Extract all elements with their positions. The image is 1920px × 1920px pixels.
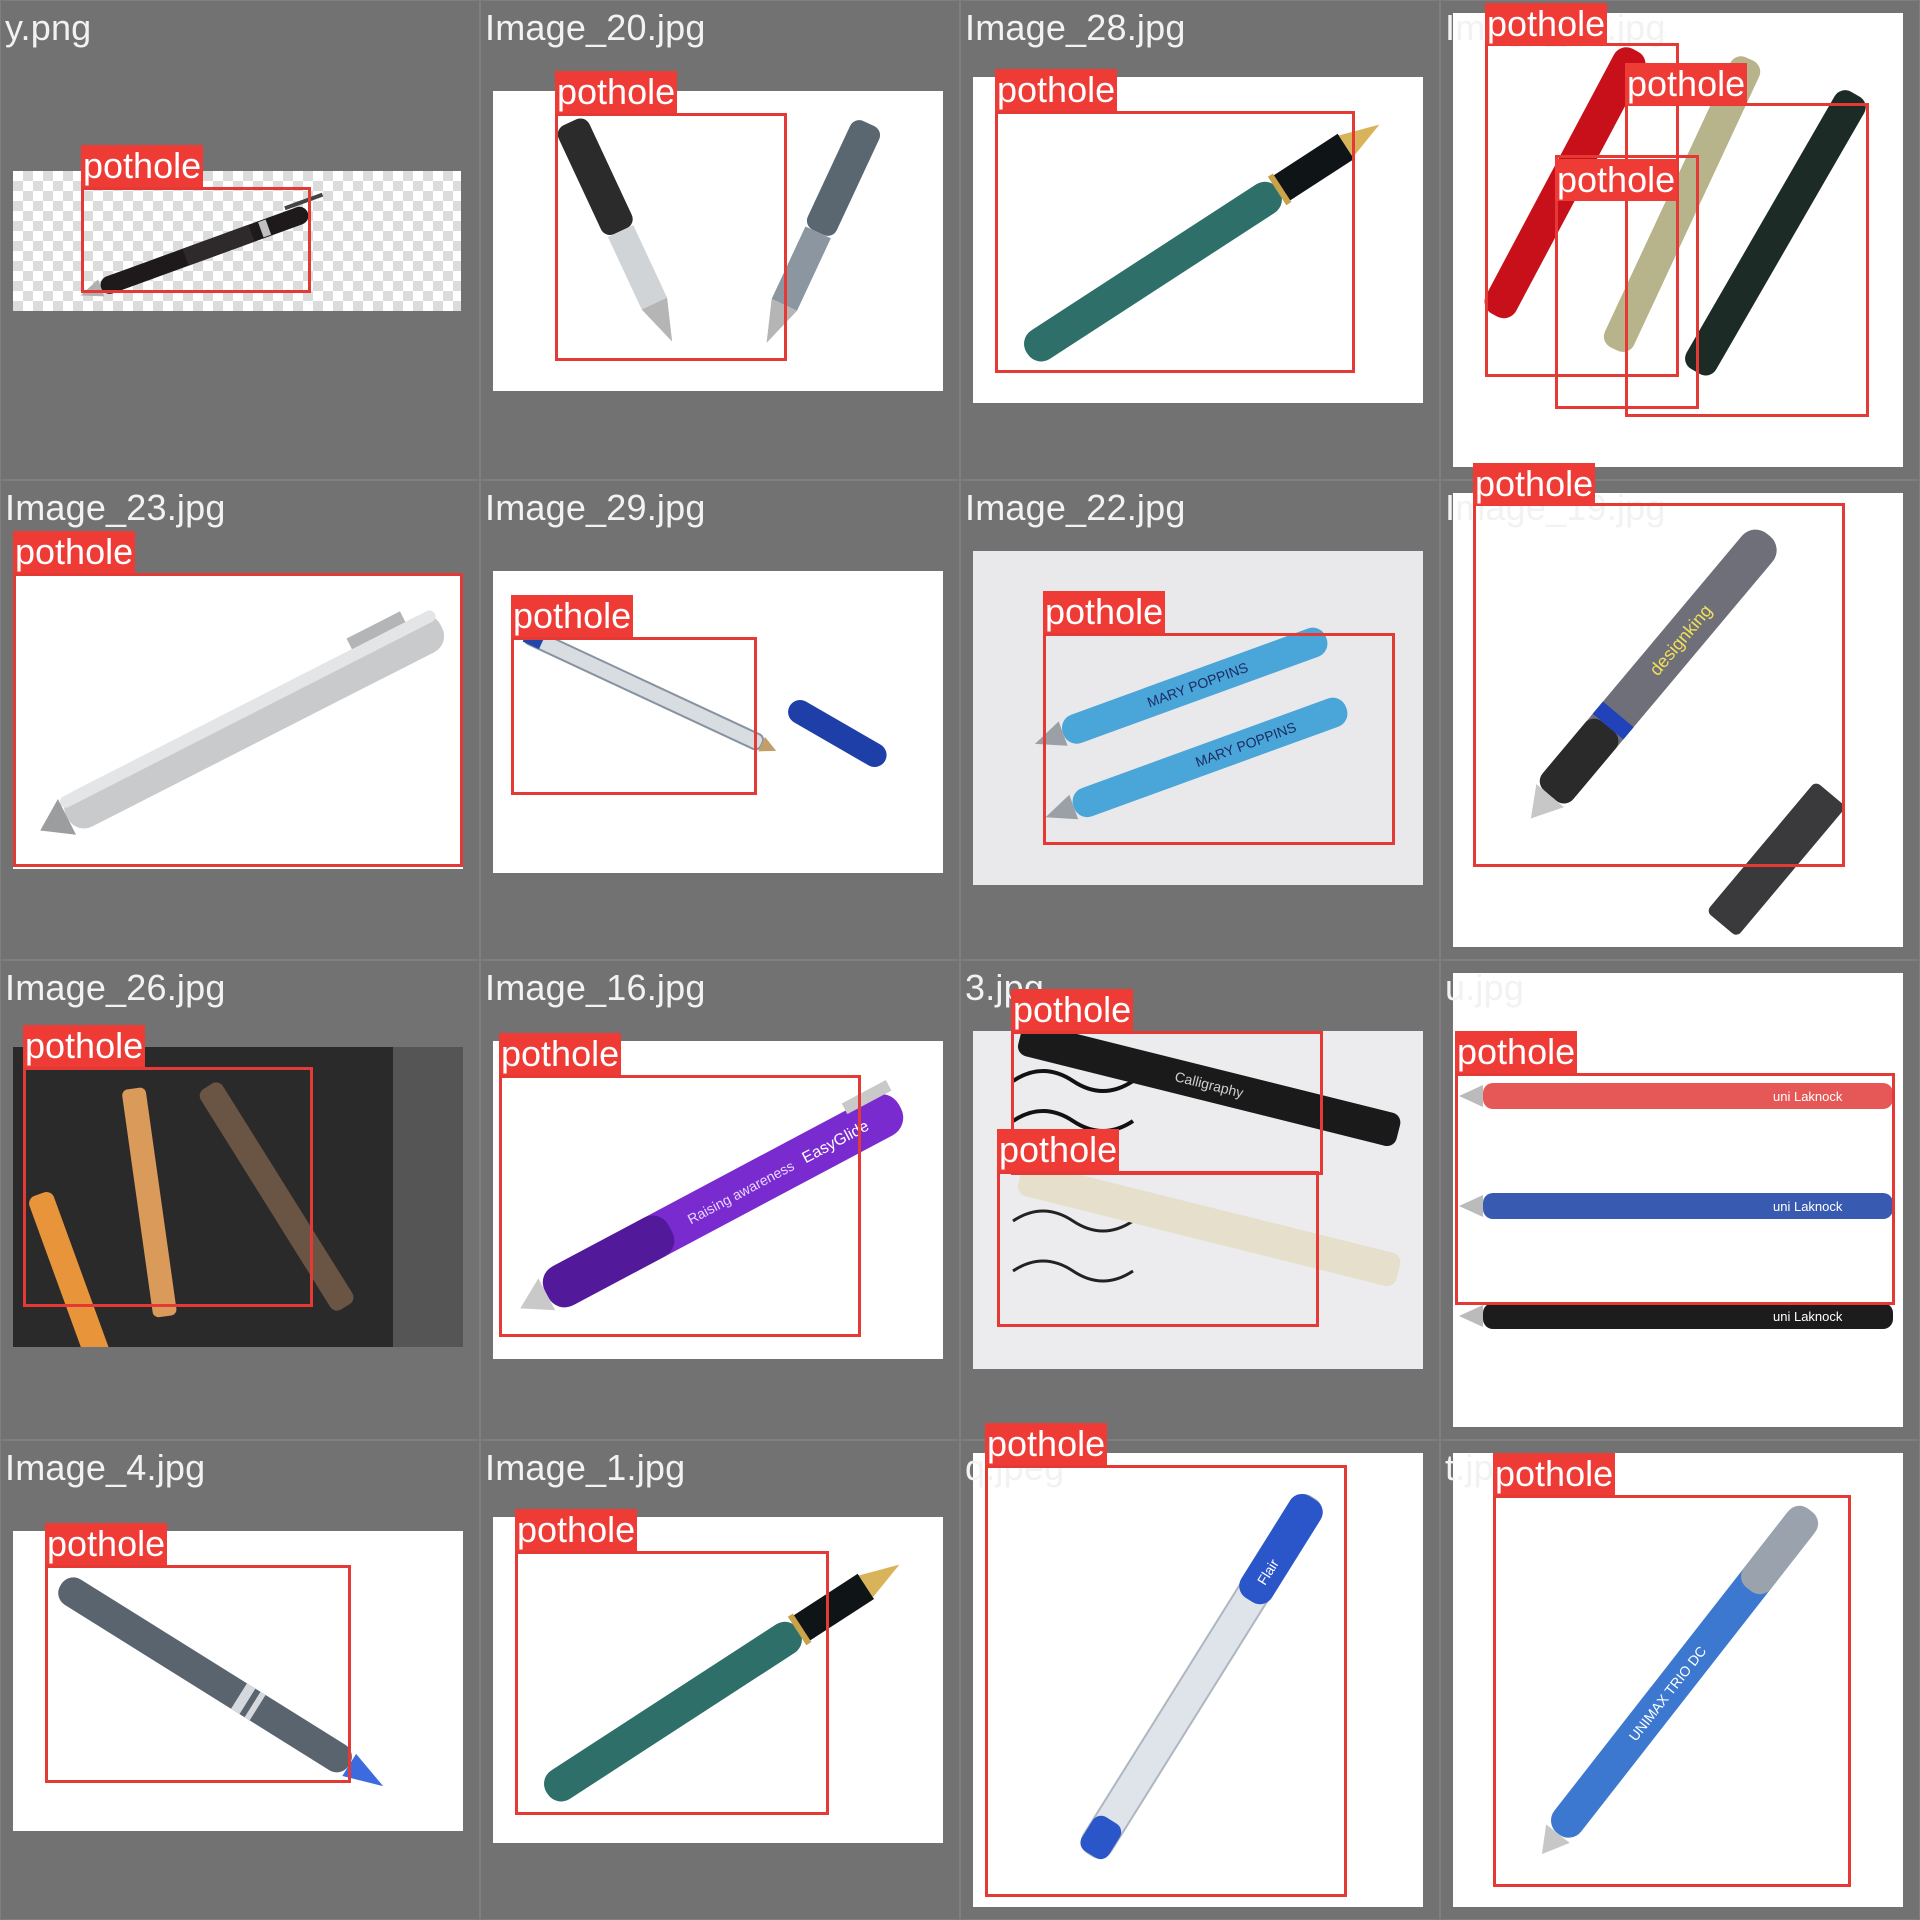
tile-photo: Calligraphy <box>973 1031 1423 1369</box>
tile-image-22: Image_22.jpg MARY POPPINS MARY POPPINS p… <box>961 481 1439 959</box>
tile-filename: y.png <box>5 7 92 48</box>
pen-brand-text: uni Laknock <box>1773 1309 1843 1324</box>
pen-brand-text: uni Laknock <box>1773 1199 1843 1214</box>
tile-photo <box>973 77 1423 403</box>
tile-filename: u.jpg <box>1445 967 1525 1008</box>
tile-image-4: Image_4.jpg pothole <box>1 1441 479 1919</box>
tile-filename: Image_23.jpg <box>5 487 226 528</box>
tile-image-16: Image_16.jpg Raising awareness EasyGlide… <box>481 961 959 1439</box>
detection-label: pothole <box>1493 1453 1616 1495</box>
detection-label: pothole <box>1043 591 1166 633</box>
detection-label: pothole <box>81 145 204 187</box>
pen-image <box>1024 124 1380 362</box>
tile-filename: Image_20.jpg <box>485 7 706 48</box>
tile-u-jpg: u.jpg uni Laknock uni Laknock uni Laknoc… <box>1441 961 1919 1439</box>
tile-filename: Image_28.jpg <box>965 7 1186 48</box>
detection-label: pothole <box>515 1509 638 1551</box>
tile-filename: Image_22.jpg <box>965 487 1186 528</box>
pen-image <box>58 1577 384 1787</box>
tile-photo: Flair <box>973 1453 1423 1907</box>
tile-q-jpeg: q.jpeg Flair pothole <box>961 1423 1439 1919</box>
tile-3-jpg: 3.jpg Calligraphy pothole pothole <box>961 961 1439 1439</box>
detection-label: pothole <box>1625 63 1748 105</box>
tile-filename: Image_4.jpg <box>5 1447 206 1488</box>
tile-filename: Image_16.jpg <box>485 967 706 1008</box>
tile-filename: Image_1.jpg <box>485 1447 686 1488</box>
detection-label: pothole <box>499 1033 622 1075</box>
pen-image <box>557 118 881 343</box>
detection-label: pothole <box>1011 989 1134 1031</box>
pen-image: uni Laknock uni Laknock uni Laknock <box>1459 1083 1893 1329</box>
tile-photo: UNIMAX TRIO DC <box>1453 1453 1903 1907</box>
tile-image-29: Image_29.jpg pothole <box>481 481 959 959</box>
pen-image: Flair <box>1080 1493 1323 1860</box>
tile-photo <box>13 573 463 869</box>
tile-image-21: Image_21.jpg pothole pothole pothole <box>1441 1 1919 479</box>
tile-photo <box>13 1531 463 1831</box>
detection-label: pothole <box>45 1523 168 1565</box>
tile-photo <box>13 1047 463 1347</box>
detection-label: pothole <box>1473 463 1596 505</box>
detection-label: pothole <box>985 1423 1108 1465</box>
tile-filename: Image_26.jpg <box>5 967 226 1008</box>
tile-photo: designking <box>1453 493 1903 947</box>
tile-image-19: Image_19.jpg designking pothole <box>1441 463 1919 959</box>
pen-image <box>544 1564 900 1802</box>
tile-y-png: y.png pothole <box>1 1 479 479</box>
detection-label: pothole <box>995 69 1118 111</box>
detection-label: pothole <box>1455 1031 1578 1073</box>
tile-image-28: Image_28.jpg pothole <box>961 1 1439 479</box>
tile-photo <box>493 91 943 391</box>
tile-image-1: Image_1.jpg pothole <box>481 1441 959 1919</box>
tile-photo: MARY POPPINS MARY POPPINS <box>973 551 1423 885</box>
detection-label: pothole <box>13 531 136 573</box>
pen-brand-text: UNIMAX TRIO DC <box>1626 1643 1710 1744</box>
detection-label: pothole <box>555 71 678 113</box>
tile-t-jpg: t.jpg UNIMAX TRIO DC pothole <box>1441 1441 1919 1919</box>
pen-image: MARY POPPINS MARY POPPINS <box>1034 627 1348 820</box>
pen-image: Raising awareness EasyGlide <box>520 1080 904 1311</box>
tile-image-26: Image_26.jpg pothole <box>1 961 479 1439</box>
tile-photo <box>493 1517 943 1843</box>
tile-photo <box>13 171 461 311</box>
pen-brand-text: uni Laknock <box>1773 1089 1843 1104</box>
detection-label: pothole <box>1485 3 1608 45</box>
detection-label: pothole <box>23 1025 146 1067</box>
detection-label: pothole <box>511 595 634 637</box>
detection-label: pothole <box>997 1129 1120 1171</box>
tile-image-20: Image_20.jpg pothole <box>481 1 959 479</box>
detection-label: pothole <box>1555 159 1678 201</box>
pen-image: UNIMAX TRIO DC <box>1541 1505 1819 1855</box>
pen-image <box>40 610 445 835</box>
pen-image <box>80 192 324 297</box>
pen-image: Calligraphy <box>1011 1031 1401 1287</box>
tile-filename: Image_29.jpg <box>485 487 706 528</box>
tile-image-23: Image_23.jpg pothole <box>1 481 479 959</box>
pen-image <box>29 1047 463 1347</box>
tile-photo: Raising awareness EasyGlide <box>493 1041 943 1359</box>
pen-image: designking <box>1530 529 1844 935</box>
